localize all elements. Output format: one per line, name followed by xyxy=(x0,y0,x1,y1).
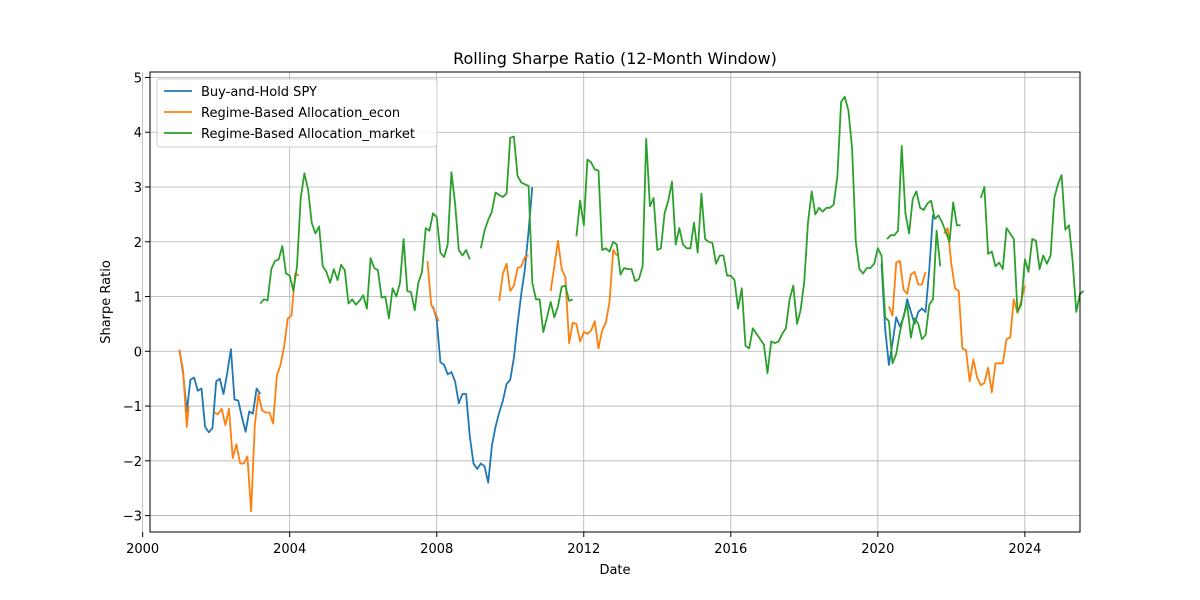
series-line-segment xyxy=(259,171,471,320)
legend: Buy-and-Hold SPY Regime-Based Allocation_… xyxy=(156,78,438,148)
x-tick-label: 2020 xyxy=(861,542,894,557)
y-tick-label: 0 xyxy=(134,345,142,360)
x-tick-label: 2000 xyxy=(126,542,159,557)
series-line-segment xyxy=(432,186,534,484)
x-tick-label: 2004 xyxy=(273,542,306,557)
y-tick-label: 4 xyxy=(134,126,142,141)
plot-frame xyxy=(149,71,1081,533)
grid xyxy=(142,72,1080,532)
legend-box xyxy=(156,78,438,148)
series-line-segment xyxy=(943,227,1026,394)
series-1 xyxy=(178,227,1026,513)
x-tick-label: 2008 xyxy=(420,542,453,557)
x-tick-label: 2012 xyxy=(567,542,600,557)
series-line-segment xyxy=(979,174,1085,313)
series-line-segment xyxy=(178,349,190,428)
series-line-segment xyxy=(213,272,300,513)
y-axis-ticks: −3 −2 −1 0 1 2 3 4 5 xyxy=(123,71,150,525)
series-0 xyxy=(178,186,934,484)
x-axis-ticks: 2000 2004 2008 2012 2016 2020 2024 xyxy=(126,532,1041,557)
y-tick-label: 1 xyxy=(134,291,142,306)
legend-label: Regime-Based Allocation_econ xyxy=(201,106,400,121)
series-line-segment xyxy=(575,95,942,375)
x-tick-label: 2016 xyxy=(714,542,747,557)
legend-label: Regime-Based Allocation_market xyxy=(201,127,415,142)
series-line-segment xyxy=(426,260,440,322)
y-tick-label: 5 xyxy=(134,71,142,86)
series-2 xyxy=(259,95,1085,375)
series-line-segment xyxy=(886,144,961,243)
series-line-segment xyxy=(498,254,529,302)
y-tick-label: 3 xyxy=(134,181,142,196)
series-line-segment xyxy=(178,348,262,434)
y-tick-label: −3 xyxy=(123,510,142,525)
series-lines xyxy=(178,95,1085,513)
series-line-segment xyxy=(880,214,934,366)
y-axis-title: Sharpe Ratio xyxy=(99,260,114,344)
y-tick-label: −1 xyxy=(123,400,142,415)
y-tick-label: 2 xyxy=(134,236,142,251)
series-line-segment xyxy=(479,135,574,334)
y-tick-label: −2 xyxy=(123,455,142,470)
legend-label: Buy-and-Hold SPY xyxy=(201,85,317,100)
x-axis-title: Date xyxy=(599,563,630,578)
chart-title: Rolling Sharpe Ratio (12-Month Window) xyxy=(453,49,777,68)
series-line-segment xyxy=(888,259,927,317)
x-tick-label: 2024 xyxy=(1008,542,1041,557)
series-line-segment xyxy=(549,239,618,350)
